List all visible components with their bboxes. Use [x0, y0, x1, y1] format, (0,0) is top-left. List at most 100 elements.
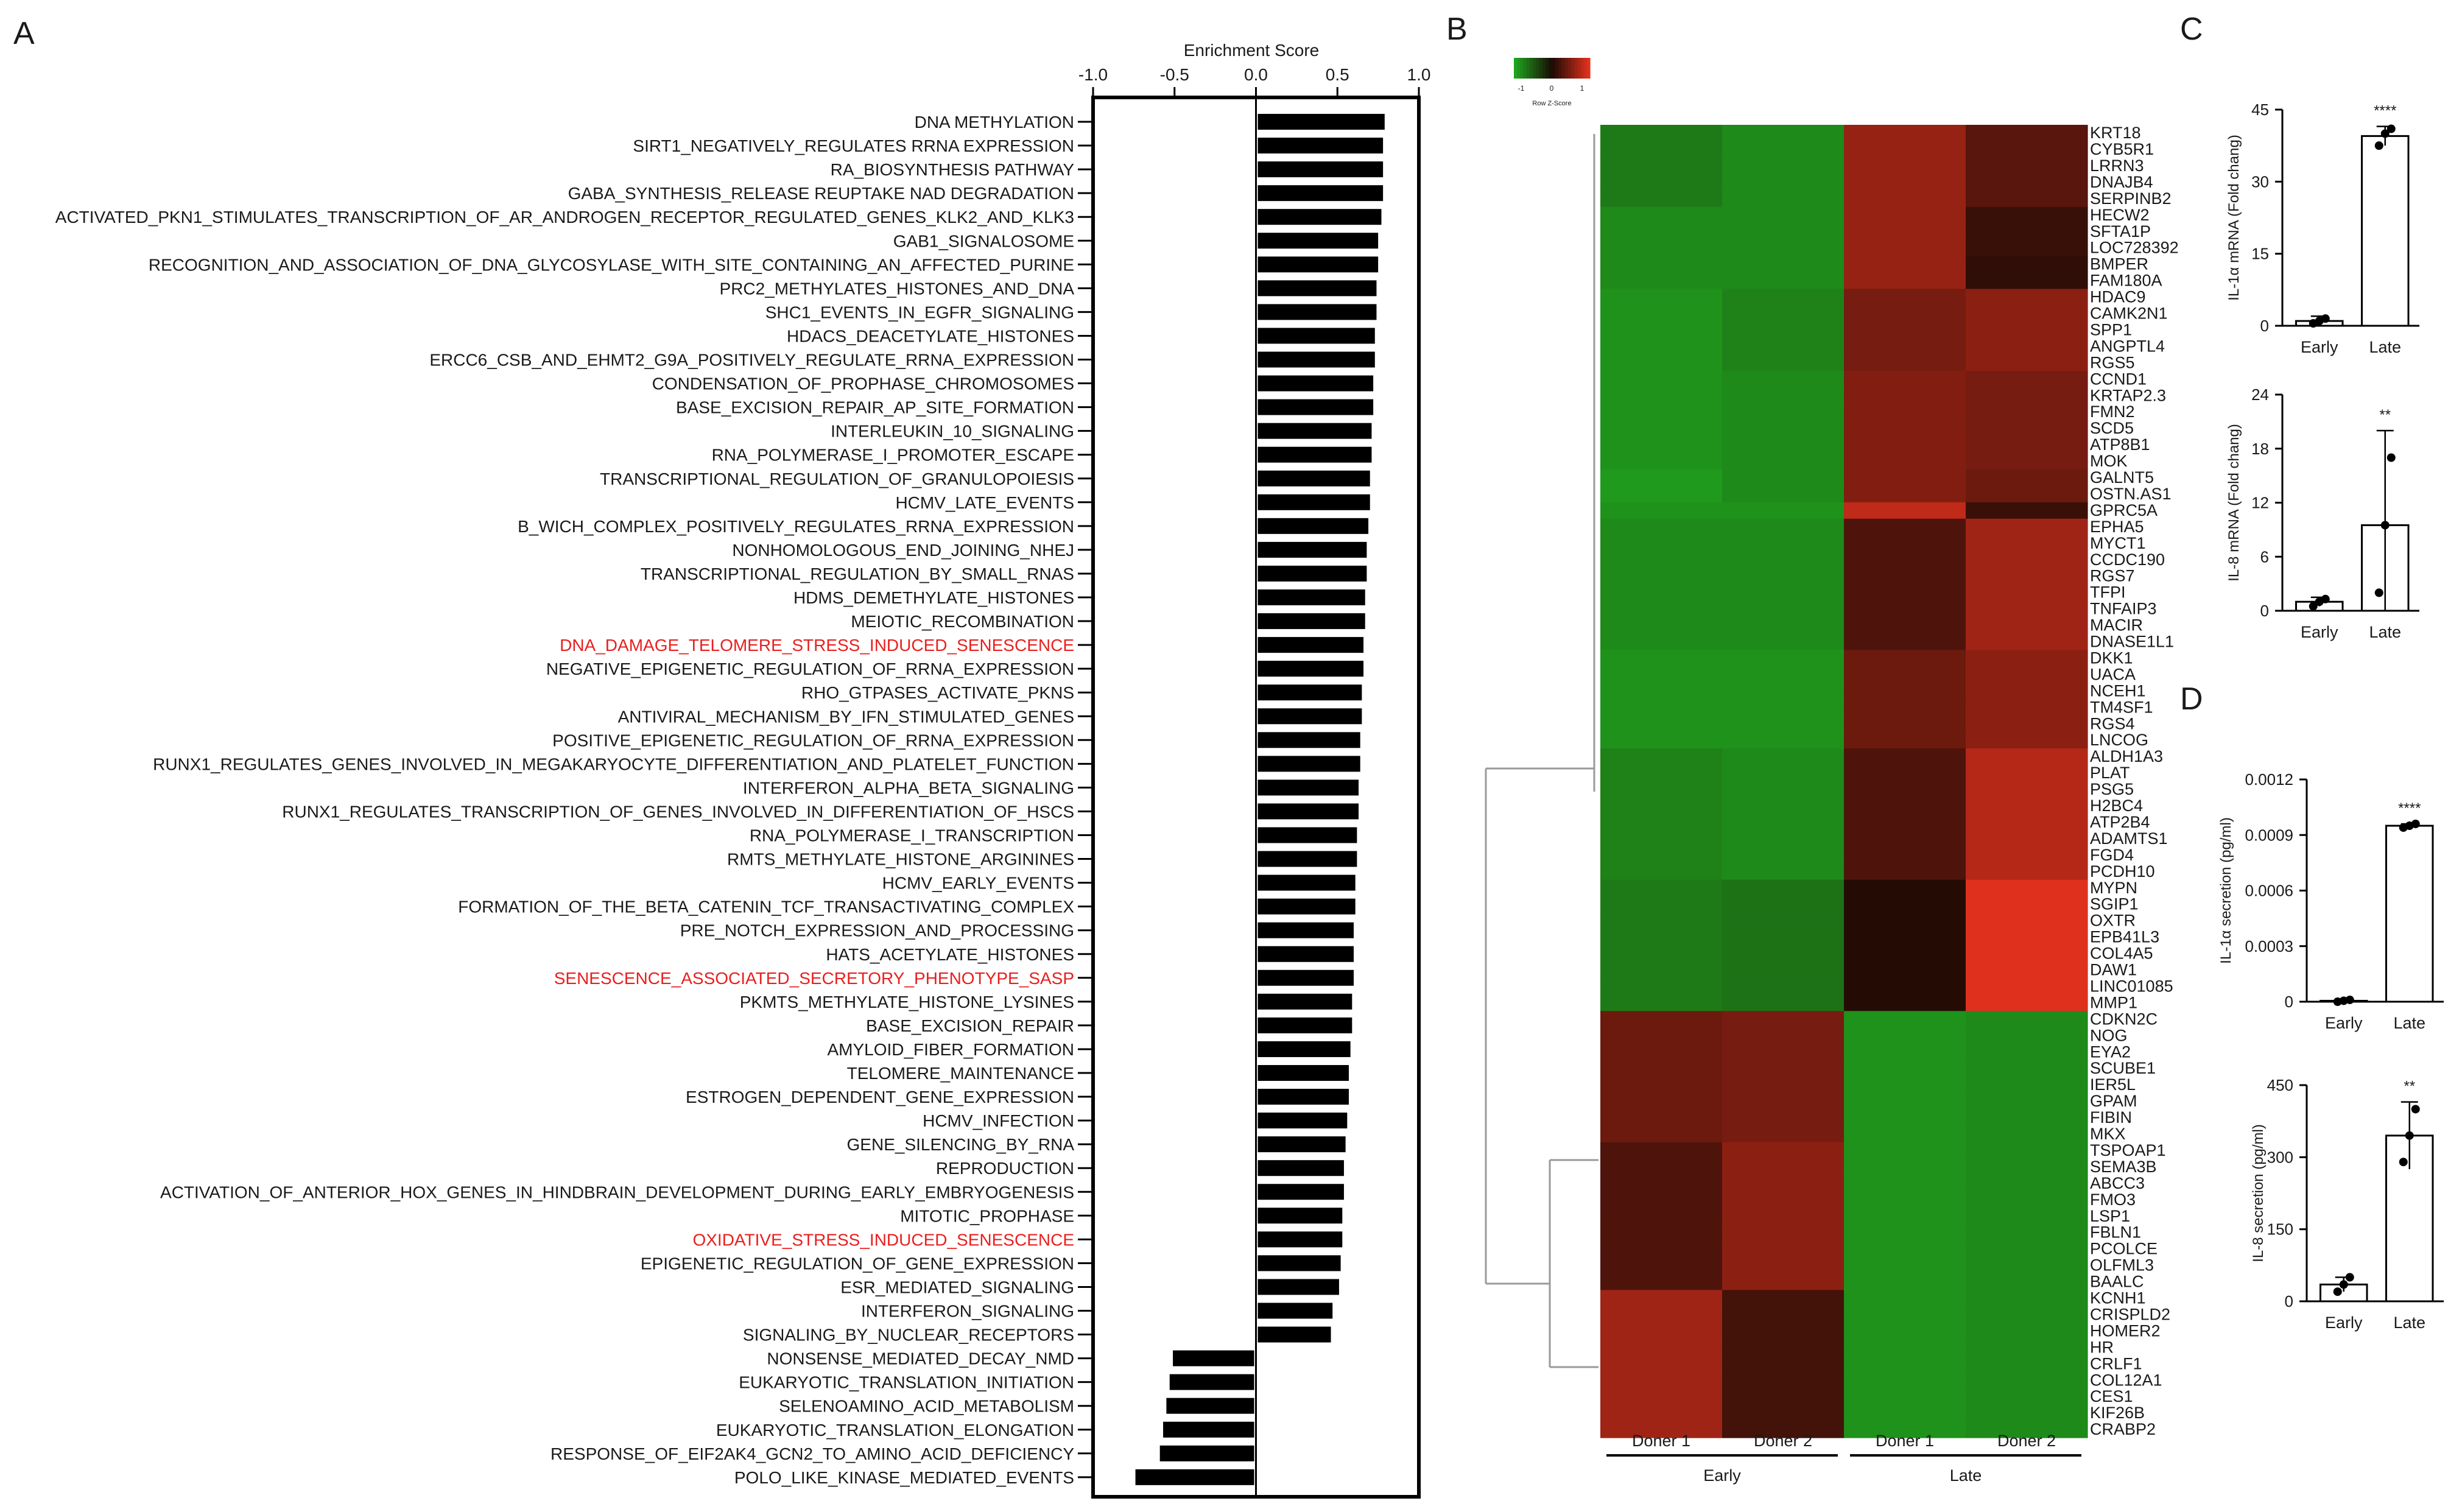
gene-label: KRT18	[2090, 124, 2141, 142]
heatmap-cell	[1966, 157, 2088, 175]
pathway-label: PRE_NOTCH_EXPRESSION_AND_PROCESSING	[680, 921, 1074, 940]
heatmap-cell	[1600, 962, 1723, 979]
data-point	[2321, 314, 2330, 323]
enrichment-bar	[1257, 1208, 1343, 1224]
heatmap-cell	[1844, 896, 1966, 913]
data-point	[2380, 521, 2390, 530]
gene-label: IER5L	[2090, 1075, 2136, 1094]
enrichment-bar	[1257, 565, 1367, 582]
heatmap-cell	[1844, 666, 1966, 683]
heatmap-cell	[1600, 239, 1723, 257]
heatmap-cell	[1722, 568, 1845, 585]
heatmap-cell	[1600, 1142, 1723, 1159]
color-key-swatch	[1549, 58, 1553, 79]
heatmap-cell	[1844, 1060, 1966, 1077]
heatmap-cell	[1722, 683, 1845, 700]
heatmap-cell	[1966, 1240, 2088, 1258]
data-point	[2339, 1280, 2348, 1289]
enrichment-bar	[1257, 256, 1379, 273]
pathway-label: BASE_EXCISION_REPAIR_AP_SITE_FORMATION	[676, 398, 1074, 417]
pathway-label: SENESCENCE_ASSOCIATED_SECRETORY_PHENOTYP…	[554, 969, 1074, 988]
heatmap-cell	[1600, 174, 1723, 191]
heatmap-cell	[1844, 404, 1966, 421]
color-key-swatch	[1577, 58, 1581, 79]
enrichment-bar	[1257, 351, 1375, 368]
gene-label: NOG	[2090, 1026, 2128, 1044]
heatmap-cell	[1722, 371, 1845, 388]
heatmap-cell	[1844, 1191, 1966, 1209]
heatmap-cell	[1722, 765, 1845, 782]
gene-label: DNAJB4	[2090, 173, 2153, 191]
pathway-label: EUKARYOTIC_TRANSLATION_INITIATION	[739, 1373, 1074, 1392]
heatmap-cell	[1722, 141, 1845, 158]
y-tick-label: 0.0012	[2245, 770, 2293, 789]
enrichment-bar	[1257, 1279, 1339, 1295]
panel-label-b: B	[1446, 12, 1468, 47]
heatmap-cell	[1722, 1290, 1845, 1307]
heatmap-cell	[1966, 322, 2088, 339]
heatmap-cell	[1844, 437, 1966, 454]
panel-label-a: A	[13, 16, 35, 51]
heatmap-cell	[1600, 1306, 1723, 1323]
color-key-swatch	[1530, 58, 1533, 79]
gene-label: BMPER	[2090, 255, 2148, 273]
gene-label: MOK	[2090, 452, 2128, 470]
heatmap-cell	[1844, 1372, 1966, 1389]
heatmap-cell	[1966, 420, 2088, 437]
column-label: Doner 2	[1997, 1432, 2056, 1450]
heatmap-cell	[1966, 1109, 2088, 1127]
heatmap-cell	[1966, 256, 2088, 273]
heatmap-cell	[1844, 781, 1966, 798]
heatmap-cell	[1600, 469, 1723, 487]
heatmap-cell	[1966, 371, 2088, 388]
pathway-label: GAB1_SIGNALOSOME	[893, 231, 1074, 250]
enrichment-bar	[1257, 114, 1385, 130]
gene-label: DNASE1L1	[2090, 633, 2174, 651]
color-key-swatch	[1526, 58, 1530, 79]
heatmap-cell	[1844, 994, 1966, 1011]
data-point	[2386, 453, 2396, 462]
gene-label: SCUBE1	[2090, 1059, 2156, 1077]
gene-label: LSP1	[2090, 1207, 2130, 1225]
gene-label: SPP1	[2090, 320, 2132, 339]
heatmap-cell	[1966, 206, 2088, 224]
pathway-label: MITOTIC_PROPHASE	[900, 1206, 1074, 1225]
heatmap-cell	[1600, 1077, 1723, 1094]
y-tick-label: 0	[2260, 602, 2269, 620]
heatmap-cell	[1722, 404, 1845, 421]
y-axis-title: IL-1α secretion (pg/ml)	[2218, 817, 2234, 964]
gene-label: HECW2	[2090, 206, 2150, 224]
pathway-label: GENE_SILENCING_BY_RNA	[847, 1135, 1075, 1154]
heatmap-cell	[1600, 1372, 1723, 1389]
heatmap-cell	[1966, 174, 2088, 191]
heatmap-cell	[1600, 206, 1723, 224]
heatmap-cell	[1844, 272, 1966, 290]
heatmap-cell	[1966, 1273, 2088, 1291]
gene-label: TNFAIP3	[2090, 600, 2157, 618]
heatmap-cell	[1600, 518, 1723, 536]
heatmap-cell	[1722, 1273, 1845, 1291]
gene-label: OXTR	[2090, 912, 2136, 930]
pathway-label: NONSENSE_MEDIATED_DECAY_NMD	[767, 1349, 1074, 1368]
x-tick-label: -1.0	[1078, 65, 1108, 84]
heatmap-cell	[1722, 600, 1845, 618]
pathway-label: ESR_MEDIATED_SIGNALING	[840, 1278, 1074, 1296]
heatmap-cell	[1844, 650, 1966, 667]
data-point	[2399, 1158, 2408, 1167]
data-point	[2374, 588, 2383, 597]
gene-label: LNCOG	[2090, 731, 2148, 749]
gene-label: OLFML3	[2090, 1256, 2154, 1275]
heatmap-cell	[1966, 962, 2088, 979]
color-key-swatch	[1580, 58, 1584, 79]
pathway-label: POSITIVE_EPIGENETIC_REGULATION_OF_RRNA_E…	[552, 731, 1074, 750]
heatmap-cell	[1600, 748, 1723, 765]
pathway-label: RECOGNITION_AND_ASSOCIATION_OF_DNA_GLYCO…	[149, 255, 1074, 274]
heatmap-cell	[1966, 584, 2088, 602]
heatmap-cell	[1966, 781, 2088, 798]
enrichment-bar	[1257, 541, 1367, 558]
gene-label: CDKN2C	[2090, 1010, 2158, 1028]
heatmap-cell	[1722, 1240, 1845, 1258]
color-key-swatch	[1561, 58, 1565, 79]
heatmap-cell	[1966, 994, 2088, 1011]
heatmap-cell	[1844, 354, 1966, 371]
